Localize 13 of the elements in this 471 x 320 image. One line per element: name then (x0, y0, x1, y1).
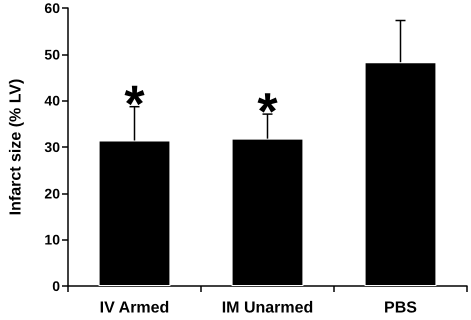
y-tick-label: 10 (44, 232, 60, 248)
x-tick-label: PBS (384, 300, 418, 316)
y-axis-title: Infarct size (% LV) (8, 78, 24, 216)
y-tick-label: 30 (44, 139, 60, 155)
y-tick-label: 60 (44, 0, 60, 16)
y-tick-label: 0 (52, 278, 60, 294)
y-tick-label: 20 (44, 185, 60, 202)
y-tick-label: 40 (44, 92, 60, 109)
y-tick-label: 50 (44, 46, 60, 62)
annotation: * (124, 76, 146, 134)
x-tick-label: IM Unarmed (222, 300, 314, 316)
x-tick-label: IV Armed (100, 300, 170, 316)
annotation: * (257, 83, 278, 142)
